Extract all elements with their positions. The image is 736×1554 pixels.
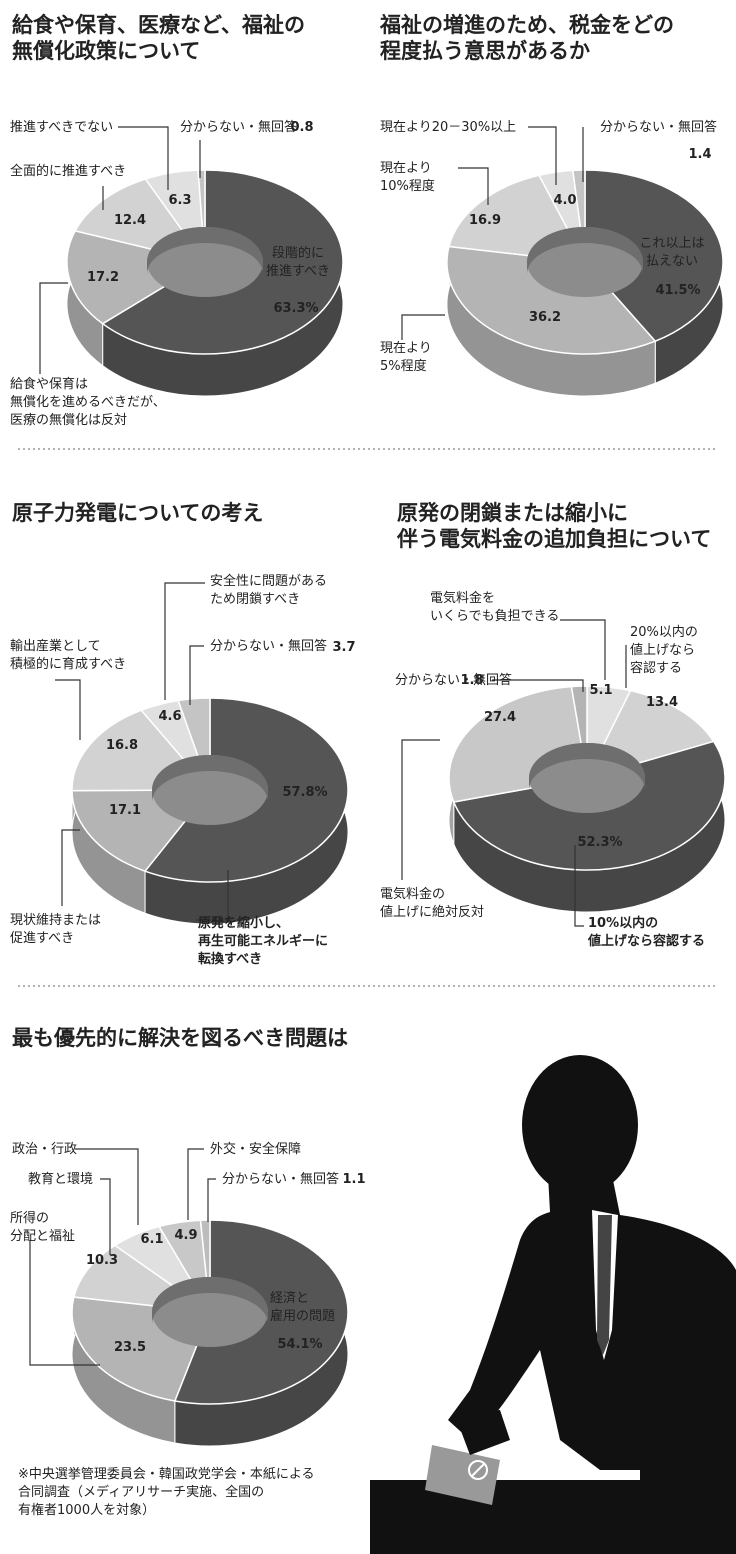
value-label: 3.7	[332, 640, 355, 655]
value-label: 17.1	[109, 803, 141, 818]
value-label: 41.5%	[655, 283, 700, 298]
value-label: 6.1	[140, 1232, 163, 1247]
value-label: 1.1	[342, 1172, 365, 1187]
category-label: 分からない・無回答	[395, 672, 512, 688]
value-label: 5.1	[589, 683, 612, 698]
leader-line	[492, 679, 584, 692]
category-label: 20%以内の値上げなら容認する	[630, 624, 698, 676]
leader-line	[401, 739, 440, 880]
category-label: 現状維持または促進すべき	[10, 913, 101, 946]
leader-line	[528, 126, 557, 185]
category-label: 所得の分配と福祉	[10, 1210, 75, 1244]
category-label: 政治・行政	[12, 1142, 77, 1157]
leader-line	[164, 582, 205, 700]
category-label: 推進すべきでない	[10, 120, 113, 135]
category-label: 分からない・無回答	[210, 638, 327, 654]
leader-line	[574, 845, 584, 927]
category-label: 電気料金の値上げに絶対反対	[380, 886, 484, 920]
leader-line	[207, 1178, 216, 1222]
category-label: 輸出産業として積極的に育成すべき	[10, 638, 126, 672]
category-label: 原発を縮小し、再生可能エネルギーに転換すべき	[198, 915, 328, 967]
leader-line	[187, 1148, 204, 1220]
category-label: 全面的に推進すべき	[10, 163, 126, 179]
leader-line	[75, 1148, 139, 1225]
value-label: 1.8	[460, 673, 483, 688]
donut-hole-wall	[147, 227, 263, 274]
category-label: 段階的に推進すべき	[266, 245, 330, 279]
value-label: 4.6	[158, 709, 181, 724]
value-label: 27.4	[484, 710, 516, 725]
value-label: 4.9	[174, 1228, 197, 1243]
category-label: 10%以内の値上げなら容認する	[587, 915, 705, 949]
value-label: 10.3	[86, 1253, 118, 1268]
value-label: 13.4	[646, 695, 678, 710]
value-label: 54.1%	[277, 1337, 322, 1352]
value-label: 4.0	[553, 193, 576, 208]
chart-title: 給食や保育、医療など、福祉の無償化政策について	[12, 13, 305, 63]
leader-line	[458, 167, 489, 205]
donut-hole-wall	[152, 755, 268, 802]
slice	[446, 245, 657, 355]
category-label: 外交・安全保障	[210, 1141, 301, 1157]
value-label: 16.8	[106, 738, 138, 753]
category-label: 安全性に問題があるため閉鎖すべき	[210, 573, 327, 607]
donut-hole-wall	[152, 1277, 268, 1324]
chart-title: 原発の閉鎖または縮小に伴う電気料金の追加負担について	[396, 501, 711, 551]
value-label: 12.4	[114, 213, 146, 228]
value-label: 52.3%	[577, 835, 622, 850]
value-label: 6.3	[168, 193, 191, 208]
category-label: 電気料金をいくらでも負担できる	[430, 590, 559, 624]
value-label: 57.8%	[282, 785, 327, 800]
value-label: 23.5	[114, 1340, 146, 1355]
slice	[584, 169, 724, 343]
category-label: これ以上は払えない	[639, 236, 704, 269]
leader-line	[100, 1178, 111, 1255]
leader-line	[61, 829, 80, 906]
category-label: 現在より 10%程度	[380, 161, 435, 194]
value-label: 36.2	[529, 310, 561, 325]
value-label: 16.9	[469, 213, 501, 228]
leader-line	[196, 870, 229, 921]
value-label: 63.3%	[273, 301, 318, 316]
category-label: 現在より 5%程度	[380, 341, 432, 374]
silhouette	[370, 1055, 736, 1554]
leader-line	[560, 619, 606, 680]
category-label: 現在より20－30%以上	[380, 120, 516, 135]
footnote: ※中央選挙管理委員会・韓国政党学会・本紙による合同調査（メディアリサーチ実施、全…	[18, 1466, 315, 1518]
leader-line	[118, 126, 169, 190]
donut-hole-wall	[529, 743, 645, 790]
chart-title: 原子力発電についての考え	[12, 501, 263, 525]
category-label: 経済と雇用の問題	[270, 1290, 335, 1324]
category-label: 給食や保育は無償化を進めるべきだが、医療の無償化は反対	[10, 376, 166, 428]
category-label: 分からない・無回答	[222, 1171, 339, 1187]
leader-line	[189, 645, 204, 705]
leader-line	[29, 1240, 100, 1366]
leader-line	[401, 314, 445, 340]
leader-line	[39, 282, 68, 374]
value-label: 17.2	[87, 270, 119, 285]
leader-line	[55, 679, 81, 740]
category-label: 分からない・無回答	[600, 119, 717, 135]
value-label: 1.4	[688, 147, 711, 162]
value-label: 0.8	[290, 120, 313, 135]
category-label: 分からない・無回答	[180, 119, 297, 135]
chart-title: 最も優先的に解決を図るべき問題は	[12, 1026, 348, 1050]
donut-hole-wall	[527, 227, 643, 274]
chart-title: 福祉の増進のため、税金をどの程度払う意思があるか	[379, 13, 674, 63]
category-label: 教育と環境	[28, 1171, 93, 1187]
